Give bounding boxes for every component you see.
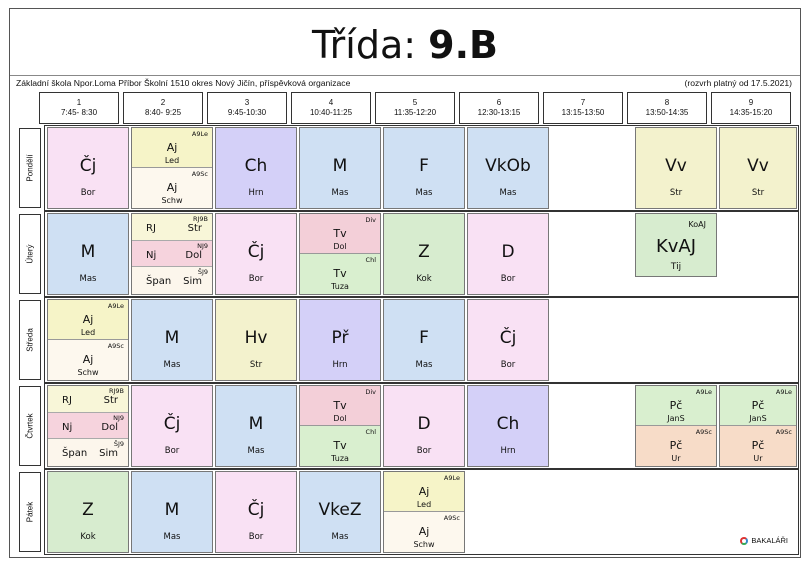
lesson-cell[interactable]: M Mas [47,213,129,295]
lesson-cell-split[interactable]: RJ9B RJ Str NJ9 Nj Dol ŠJ9 Špan Sim [47,385,129,467]
period-header: 4 10:40-11:25 [291,92,371,124]
lesson-cell[interactable]: VkOb Mas [467,127,549,209]
day-row-monday: Pondělí Čj Bor A9Le Aj Led A9Sc Aj Schw Ch Hrn… [19,125,799,211]
lesson-cell[interactable]: M Mas [131,471,213,553]
lesson-cell[interactable]: Čj Bor [47,127,129,209]
lesson-cell-split[interactable]: A9Le Pč JanS A9Sc Pč Ur [719,385,797,467]
day-label: Pondělí [19,128,41,208]
lesson-cell[interactable]: D Bor [383,385,465,467]
lesson-cell[interactable]: M Mas [299,127,381,209]
lesson-cell[interactable]: M Mas [131,299,213,381]
period-header: 8 13:50-14:35 [627,92,707,124]
period-header: 3 9:45-10:30 [207,92,287,124]
lesson-cell[interactable]: KoAJ KvAJ Tij [635,213,717,277]
school-name: Základní škola Npor.Loma Příbor Školní 1… [16,78,351,88]
day-grid: Z Kok M Mas Čj Bor VkeZ Mas A9Le Aj Led A9Sc Aj… [44,469,799,555]
day-row-friday: Pátek Z Kok M Mas Čj Bor VkeZ Mas A9Le Aj Led … [19,469,799,555]
lesson-cell[interactable]: Ch Hrn [467,385,549,467]
lesson-cell[interactable]: F Mas [383,127,465,209]
lesson-cell[interactable]: Čj Bor [467,299,549,381]
bakalari-logo-icon [740,536,749,545]
lesson-cell-split[interactable]: A9Le Aj Led A9Sc Aj Schw [131,127,213,209]
period-header: 9 14:35-15:20 [711,92,791,124]
day-label: Pátek [19,472,41,552]
valid-from: (rozvrh platný od 17.5.2021) [684,78,793,88]
header-divider [10,75,800,76]
lesson-cell[interactable]: VkeZ Mas [299,471,381,553]
lesson-cell[interactable]: Hv Str [215,299,297,381]
lesson-cell[interactable]: M Mas [215,385,297,467]
lesson-cell[interactable]: F Mas [383,299,465,381]
lesson-cell[interactable]: Čj Bor [131,385,213,467]
period-header: 1 7:45- 8:30 [39,92,119,124]
lesson-cell[interactable]: Z Kok [47,471,129,553]
lesson-cell-split[interactable]: A9Le Pč JanS A9Sc Pč Ur [635,385,717,467]
day-row-tuesday: Úterý M Mas RJ9B RJ Str NJ9 Nj Dol ŠJ9 Špan Sim… [19,211,799,297]
day-row-wednesday: Středa A9Le Aj Led A9Sc Aj Schw M Mas Hv Str P… [19,297,799,383]
day-row-thursday: Čtvrtek RJ9B RJ Str NJ9 Nj Dol ŠJ9 Špan Sim Čj… [19,383,799,469]
day-label: Čtvrtek [19,386,41,466]
lesson-cell-split[interactable]: RJ9B RJ Str NJ9 Nj Dol ŠJ9 Špan Sim [131,213,213,295]
day-grid: M Mas RJ9B RJ Str NJ9 Nj Dol ŠJ9 Špan Sim Čj Bor… [44,211,799,297]
day-grid: RJ9B RJ Str NJ9 Nj Dol ŠJ9 Špan Sim Čj Bor M Mas… [44,383,799,469]
period-header: 2 8:40- 9:25 [123,92,203,124]
day-label: Středa [19,300,41,380]
lesson-cell-split[interactable]: Div Tv Dol Chl Tv Tuza [299,213,381,295]
lesson-cell[interactable]: Vv Str [635,127,717,209]
lesson-cell[interactable]: Čj Bor [215,471,297,553]
lesson-cell-split[interactable]: Div Tv Dol Chl Tv Tuza [299,385,381,467]
period-header: 6 12:30-13:15 [459,92,539,124]
day-label: Úterý [19,214,41,294]
lesson-cell-split[interactable]: A9Le Aj Led A9Sc Aj Schw [47,299,129,381]
class-name: 9.B [428,23,498,67]
bakalari-logo: BAKALÁŘI [740,536,788,545]
lesson-cell[interactable]: Ch Hrn [215,127,297,209]
lesson-cell-split[interactable]: A9Le Aj Led A9Sc Aj Schw [383,471,465,553]
lesson-cell[interactable]: D Bor [467,213,549,295]
period-header: 7 13:15-13:50 [543,92,623,124]
page-title: Třída: 9.B [312,23,498,67]
timetable-page: Třída: 9.B Základní škola Npor.Loma Příb… [9,8,801,558]
lesson-cell[interactable]: Vv Str [719,127,797,209]
lesson-cell[interactable]: Čj Bor [215,213,297,295]
period-header: 5 11:35-12:20 [375,92,455,124]
lesson-cell[interactable]: Př Hrn [299,299,381,381]
lesson-cell[interactable]: Z Kok [383,213,465,295]
